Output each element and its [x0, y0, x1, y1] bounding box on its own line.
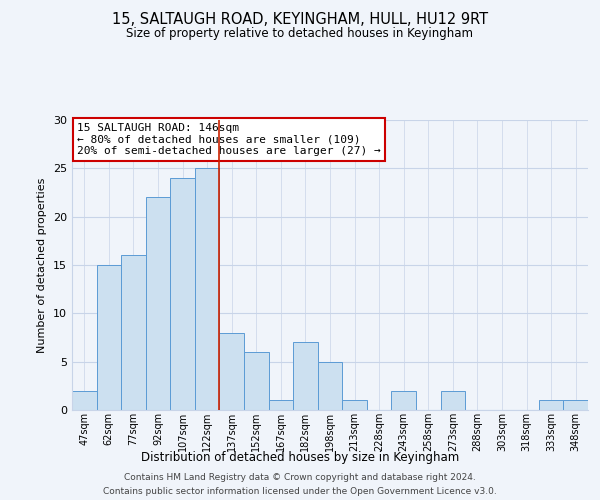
Text: 15, SALTAUGH ROAD, KEYINGHAM, HULL, HU12 9RT: 15, SALTAUGH ROAD, KEYINGHAM, HULL, HU12… [112, 12, 488, 28]
Bar [121, 256, 146, 410]
Bar [342, 400, 367, 410]
Bar [244, 352, 269, 410]
Bar [440, 390, 465, 410]
Text: Size of property relative to detached houses in Keyingham: Size of property relative to detached ho… [127, 28, 473, 40]
Text: 15 SALTAUGH ROAD: 146sqm
← 80% of detached houses are smaller (109)
20% of semi-: 15 SALTAUGH ROAD: 146sqm ← 80% of detach… [77, 123, 381, 156]
Bar [269, 400, 293, 410]
Y-axis label: Number of detached properties: Number of detached properties [37, 178, 47, 352]
Bar [318, 362, 342, 410]
Bar [220, 332, 244, 410]
Text: Distribution of detached houses by size in Keyingham: Distribution of detached houses by size … [141, 451, 459, 464]
Bar [72, 390, 97, 410]
Bar [195, 168, 220, 410]
Bar [563, 400, 588, 410]
Text: Contains HM Land Registry data © Crown copyright and database right 2024.: Contains HM Land Registry data © Crown c… [124, 473, 476, 482]
Bar [170, 178, 195, 410]
Text: Contains public sector information licensed under the Open Government Licence v3: Contains public sector information licen… [103, 486, 497, 496]
Bar [539, 400, 563, 410]
Bar [391, 390, 416, 410]
Bar [97, 265, 121, 410]
Bar [146, 198, 170, 410]
Bar [293, 342, 318, 410]
